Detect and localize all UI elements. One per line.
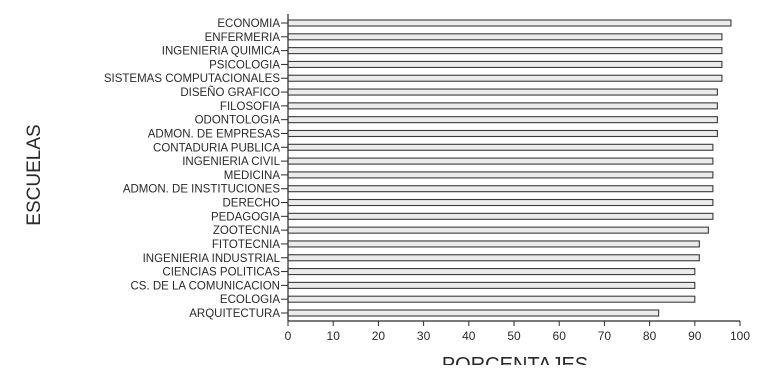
category-label: FITOTECNIA [212, 239, 280, 251]
category-label: PSICOLOGIA [209, 59, 280, 71]
category-labels: ECONOMIA ENFERMERIA INGENIERIA QUIMICAPSIC… [104, 18, 288, 320]
category-label: INGENIERIA CIVIL [182, 156, 280, 168]
category-label: ODONTOLOGIA [195, 115, 281, 127]
category-label: MEDICINA [224, 170, 281, 182]
bar-19 [287, 268, 696, 276]
x-tick-label: 0 [285, 329, 292, 343]
bar-2 [287, 33, 723, 41]
category-label: ECOLOGIA [220, 294, 280, 306]
bar-15 [287, 212, 714, 220]
bar-12 [287, 171, 714, 179]
bar-7 [287, 102, 718, 110]
bar-13 [287, 185, 714, 193]
category-label: ADMON. DE INSTITUCIONES [123, 184, 281, 196]
category-label: INGENIERIA QUIMICA [162, 46, 281, 58]
bar-8 [287, 116, 718, 124]
category-label: DISEÑO GRAFICO [180, 86, 280, 99]
category-label: ARQUITECTURA [189, 308, 280, 320]
x-tick-label: 60 [553, 329, 567, 343]
x-axis-title: PORCENTAJES [442, 354, 588, 365]
bar-11 [287, 157, 714, 165]
x-tick-label: 30 [417, 329, 431, 343]
x-tick-label: 80 [643, 329, 657, 343]
bar-6 [287, 88, 718, 96]
category-label: CONTADURIA PUBLICA [153, 142, 280, 154]
category-label: DERECHO [222, 198, 280, 210]
x-tick-label: 100 [730, 329, 750, 343]
bar-21 [287, 295, 696, 303]
bar-22 [287, 309, 660, 317]
x-axis: 0 10 20 30 40 50 60 70 80 90 100 [285, 14, 750, 343]
bar-20 [287, 281, 696, 289]
category-label: CS. DE LA COMUNICACION [130, 280, 280, 292]
category-label: ENFERMERIA [205, 32, 281, 44]
category-label: SISTEMAS COMPUTACIONALES [104, 73, 280, 85]
x-tick-label: 90 [688, 329, 702, 343]
bar-18 [287, 254, 700, 262]
category-label: ADMON. DE EMPRESAS [148, 128, 281, 140]
x-tick-label: 20 [372, 329, 386, 343]
x-tick-label: 50 [507, 329, 521, 343]
category-label: CIENCIAS POLITICAS [162, 267, 280, 279]
x-tick-label: 40 [462, 329, 476, 343]
bar-14 [287, 198, 714, 207]
category-label: ZOOTECNIA [213, 225, 280, 237]
bar-16 [287, 226, 709, 234]
y-axis-title: ESCUELAS [24, 124, 45, 225]
category-label: PEDAGOGIA [211, 211, 280, 223]
category-label: FILOSOFIA [220, 101, 280, 113]
bar-1 [287, 19, 732, 27]
bar-4 [287, 60, 723, 68]
x-tick-label: 10 [327, 329, 341, 343]
bar-5 [287, 74, 723, 82]
bar-3 [287, 47, 723, 55]
bar-17 [287, 240, 700, 248]
bar-10 [287, 143, 714, 151]
bar-9 [287, 129, 718, 138]
category-label: ECONOMIA [217, 18, 280, 30]
x-tick-label: 70 [598, 329, 612, 343]
bars-layer [287, 19, 732, 317]
category-label: INGENIERIA INDUSTRIAL [143, 253, 281, 265]
